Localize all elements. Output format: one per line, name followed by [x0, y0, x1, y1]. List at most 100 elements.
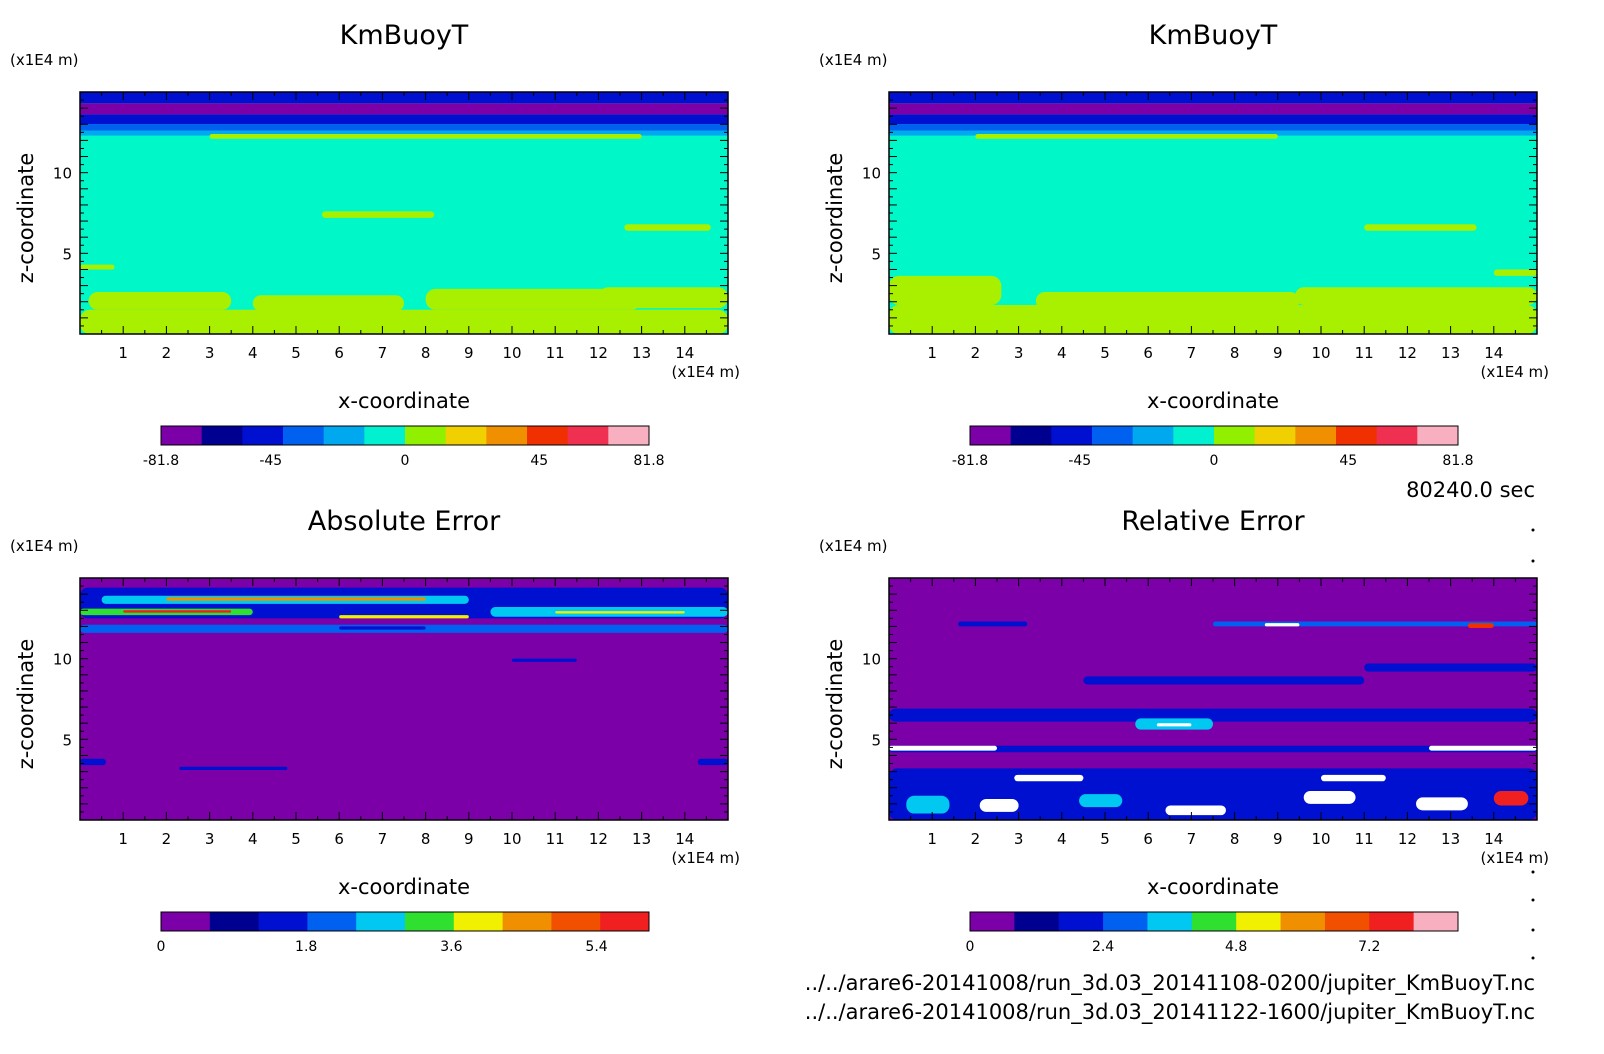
colorbar-swatch: [1092, 426, 1134, 445]
contour-band: [889, 103, 1537, 115]
colorbar-swatch: [209, 912, 260, 931]
contour-patch: [1364, 224, 1477, 231]
x-tick-label: 12: [1398, 830, 1417, 848]
contour-patch: [1264, 623, 1300, 627]
colorbar-tick-label: -45: [1068, 453, 1091, 469]
colorbar-swatch: [567, 426, 609, 445]
colorbar-frame: [160, 425, 650, 446]
x-tick-label: 10: [1311, 830, 1330, 848]
x-tick-label: 11: [1355, 344, 1374, 362]
chart-title: Absolute Error: [308, 506, 501, 537]
contour-band: [80, 114, 728, 125]
x-tick-label: 8: [1230, 830, 1240, 848]
contour-patch: [1416, 797, 1468, 811]
colorbar-swatch: [1369, 912, 1415, 931]
y-tick-label: 10: [862, 165, 881, 183]
x-tick-label: 1: [927, 830, 937, 848]
chart-title: Relative Error: [1121, 506, 1305, 537]
x-tick-label: 13: [632, 830, 651, 848]
contour-patch: [1303, 790, 1356, 804]
x-axis-label: x-coordinate: [1147, 875, 1279, 899]
x-tick-label: 10: [502, 344, 521, 362]
contour-patch: [889, 768, 1537, 820]
colorbar-tick-label: 4.8: [1225, 939, 1247, 955]
contour-band: [80, 130, 728, 136]
colorbar-swatch: [356, 912, 406, 931]
contour-patch: [80, 309, 728, 334]
contour-patch: [1429, 745, 1537, 751]
colorbar-swatch: [1132, 426, 1174, 445]
colorbar-tick-label: 5.4: [585, 939, 607, 955]
colorbar-swatch: [307, 912, 357, 931]
y-tick-label: 5: [871, 731, 881, 749]
x-tick-label: 14: [675, 830, 694, 848]
x-tick-label: 6: [334, 344, 344, 362]
x-unit-label: (x1E4 m): [1480, 363, 1549, 381]
colorbar: 0 2.4 4.8 7.2: [966, 911, 1459, 955]
contour-field: [889, 578, 1537, 820]
contour-patch: [1165, 805, 1226, 816]
y-axis-label: z-coordinate: [14, 153, 38, 284]
contour-band: [889, 114, 1537, 125]
colorbar-swatch: [502, 912, 552, 931]
contour-field: [889, 92, 1537, 334]
x-tick-label: 14: [1484, 344, 1503, 362]
y-tick-label: 5: [62, 245, 72, 263]
contour-patch: [321, 211, 435, 218]
x-tick-label: 5: [1100, 344, 1110, 362]
colorbar-frame: [969, 911, 1459, 932]
x-tick-label: 9: [464, 830, 474, 848]
colorbar-swatch: [1417, 426, 1459, 445]
colorbar-swatch: [201, 426, 243, 445]
x-tick-label: 7: [1187, 830, 1197, 848]
contour-patch: [1493, 269, 1537, 276]
x-tick-label: 10: [502, 830, 521, 848]
colorbar-swatch: [1173, 426, 1215, 445]
colorbar-swatch: [608, 426, 650, 445]
colorbar-swatch: [1058, 912, 1104, 931]
y-tick-label: 5: [871, 245, 881, 263]
colorbar-swatch: [1236, 912, 1282, 931]
colorbar-tick-label: 3.6: [440, 939, 462, 955]
colorbar-frame: [160, 911, 650, 932]
colorbar-swatch: [1051, 426, 1093, 445]
x-tick-label: 8: [1230, 344, 1240, 362]
colorbar-swatch: [1376, 426, 1418, 445]
x-tick-label: 11: [546, 830, 565, 848]
contour-band: [80, 103, 728, 115]
contour-patch: [889, 745, 997, 751]
colorbar-tick-label: -81.8: [952, 453, 988, 469]
y-axis-label: z-coordinate: [823, 639, 847, 770]
colorbar-swatch: [405, 912, 455, 931]
contour-patch: [1321, 774, 1386, 782]
x-tick-label: 10: [1311, 344, 1330, 362]
colorbar-swatch: [453, 912, 504, 931]
contour-patch: [80, 264, 115, 270]
colorbar: 0 1.8 3.6 5.4: [157, 911, 650, 955]
x-tick-label: 7: [1187, 344, 1197, 362]
x-tick-label: 5: [1100, 830, 1110, 848]
colorbar-tick-label: 1.8: [295, 939, 317, 955]
x-tick-label: 6: [1143, 344, 1153, 362]
x-tick-label: 1: [118, 830, 128, 848]
colorbar-tick-label: 2.4: [1092, 939, 1114, 955]
colorbar-swatch: [970, 426, 1012, 445]
y-tick-label: 10: [862, 651, 881, 669]
contour-patch: [958, 621, 1028, 627]
chart-title: KmBuoyT: [340, 20, 469, 51]
y-unit-label: (x1E4 m): [819, 51, 888, 69]
x-tick-label: 7: [378, 830, 388, 848]
colorbar-tick-label: 0: [966, 939, 975, 955]
contour-patch: [339, 615, 469, 619]
colorbar-swatch: [1413, 912, 1459, 931]
x-unit-label: (x1E4 m): [671, 849, 740, 867]
x-tick-label: 14: [675, 344, 694, 362]
time-label: 80240.0 sec: [1406, 478, 1535, 502]
y-unit-label: (x1E4 m): [10, 537, 79, 555]
contour-band: [80, 124, 728, 131]
contour-patch: [1295, 287, 1537, 305]
margin-dots: [1531, 528, 1535, 960]
